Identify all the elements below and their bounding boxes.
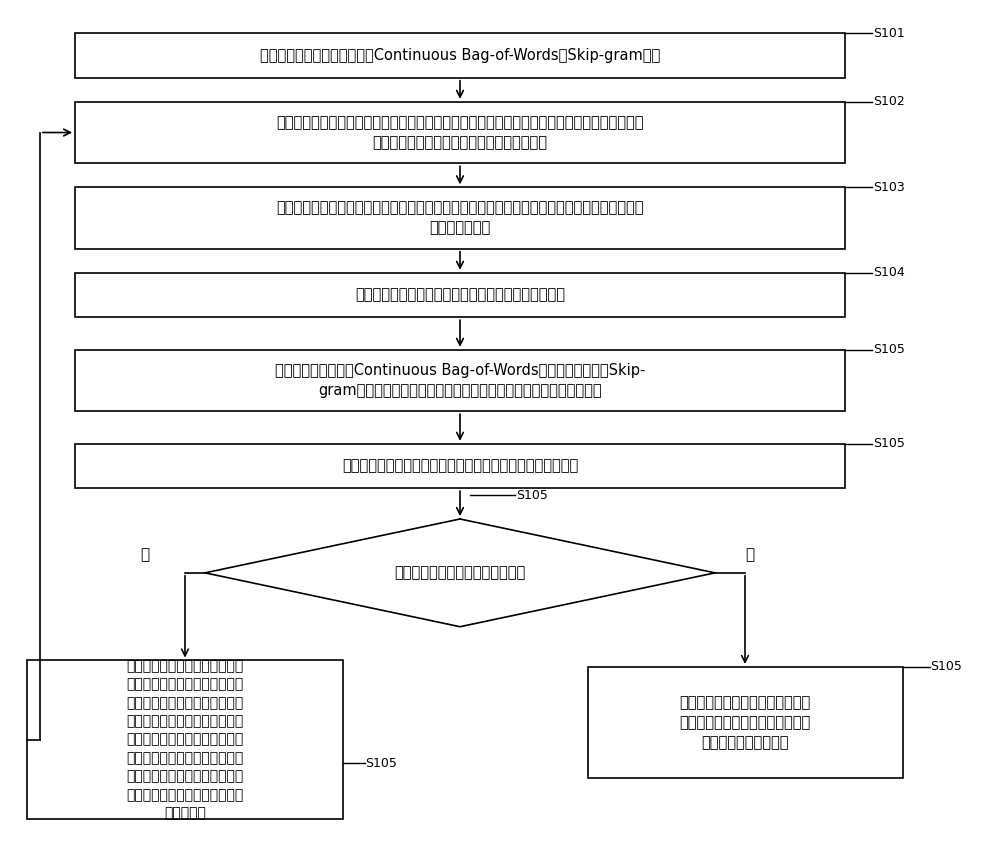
Text: S104: S104 xyxy=(873,266,905,280)
Text: 从预先训练出若干个语音识别模型中选择一个作为当前语音识别模型，从预先训练出的若干个语
音合成模型中选择一个作为当前语音合成模型: 从预先训练出若干个语音识别模型中选择一个作为当前语音识别模型，从预先训练出的若干… xyxy=(276,115,644,150)
Bar xyxy=(75,33,845,78)
Bar xyxy=(588,667,902,778)
Text: S102: S102 xyxy=(873,95,905,109)
Bar xyxy=(75,273,845,317)
Text: S103: S103 xyxy=(873,180,905,194)
Bar xyxy=(75,444,845,488)
Bar xyxy=(75,350,845,411)
Text: 计算原始文本的总词向量与识别文本的总词向量之间的相似度: 计算原始文本的总词向量与识别文本的总词向量之间的相似度 xyxy=(342,458,578,474)
Text: S105: S105 xyxy=(873,343,905,357)
Bar xyxy=(75,187,845,249)
Text: 是: 是 xyxy=(745,547,754,563)
Text: 将当前音频输入到当前语音识别模型中，得到识别文本: 将当前音频输入到当前语音识别模型中，得到识别文本 xyxy=(355,287,565,303)
Bar xyxy=(27,660,343,819)
Text: 从文本语料库中选择一个原始文本段落并输入到当前语音合成模型中，得到合成音频；将合成音
频作为当前音频: 从文本语料库中选择一个原始文本段落并输入到当前语音合成模型中，得到合成音频；将合… xyxy=(276,201,644,235)
Text: 预先利用文本语料库分别训练Continuous Bag-of-Words和Skip-gram模型: 预先利用文本语料库分别训练Continuous Bag-of-Words和Ski… xyxy=(260,48,660,63)
Text: 判断所述相似度是否小于预设阈值: 判断所述相似度是否小于预设阈值 xyxy=(394,565,526,581)
Text: S105: S105 xyxy=(930,660,962,674)
Text: S105: S105 xyxy=(516,488,548,502)
Text: 优化当前语音合成模型的模型参
数以及当前语音识别模型的模型
参数，并返回执行所述从预先训
练出若干个语音识别模型中选择
一个作为当前语音识别模型，从
预先训练出: 优化当前语音合成模型的模型参 数以及当前语音识别模型的模型 参数，并返回执行所述… xyxy=(126,659,244,820)
Text: S105: S105 xyxy=(366,757,397,770)
Text: 否: 否 xyxy=(140,547,150,563)
Text: 结束迭代，将若干个语音识别模型
中的模型参数的平均值作为目标语
音识别模型的模型参数: 结束迭代，将若干个语音识别模型 中的模型参数的平均值作为目标语 音识别模型的模型… xyxy=(679,695,811,750)
Text: 分别利用预先训练的Continuous Bag-of-Words模型和预先训练的Skip-
gram模型分别计算出原始文本的总词向量，以及识别文本的总词向量: 分别利用预先训练的Continuous Bag-of-Words模型和预先训练的… xyxy=(275,363,645,398)
Text: S101: S101 xyxy=(873,27,905,40)
Text: S105: S105 xyxy=(873,437,905,451)
Bar xyxy=(75,102,845,163)
